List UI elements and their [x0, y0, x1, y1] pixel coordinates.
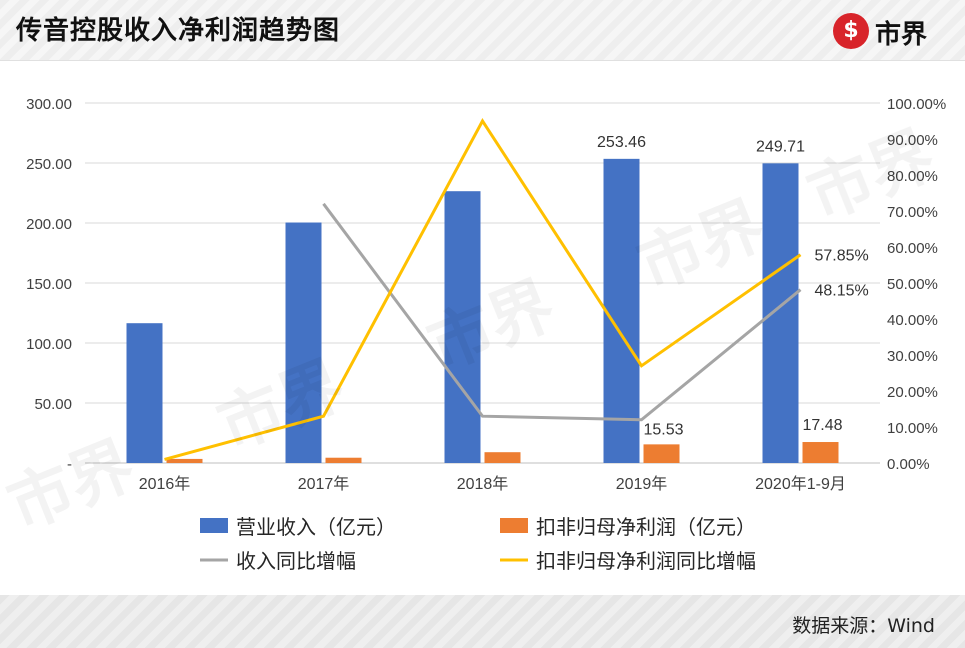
data-label: 17.48 [802, 417, 842, 434]
left-tick-label: 200.00 [26, 216, 72, 233]
right-tick-label: 70.00% [887, 204, 938, 221]
right-tick-label: 60.00% [887, 240, 938, 257]
data-label: 15.53 [643, 421, 683, 438]
right-tick-label: 20.00% [887, 384, 938, 401]
profit-bar [166, 458, 203, 463]
chart-area: - 50.00 100.00 150.00 200.00 250.00 300.00 0.00… [0, 60, 965, 595]
left-tick-label: - [67, 456, 72, 473]
data-label: 253.46 [597, 134, 646, 151]
legend-swatch [500, 518, 528, 533]
profit-bar [325, 457, 362, 463]
right-tick-label: 30.00% [887, 348, 938, 365]
left-tick-label: 250.00 [26, 156, 72, 173]
legend-label: 扣非归母净利润（亿元） [536, 516, 756, 539]
revenue-bar [603, 158, 640, 463]
brand-logo: $ 市界 [833, 12, 943, 52]
revenue-growth-line [322, 202, 802, 422]
profit-bar [802, 442, 839, 463]
revenue-bar [444, 191, 481, 463]
header-bar: 传音控股收入净利润趋势图 $ 市界 [0, 0, 965, 61]
left-tick-label: 300.00 [26, 96, 72, 113]
profit-bar [643, 444, 680, 463]
legend-label: 营业收入（亿元） [236, 516, 396, 539]
logo-text: 市界 [875, 20, 928, 50]
category-label: 2016年 [139, 475, 191, 493]
right-tick-label: 100.00% [887, 96, 946, 113]
combo-chart: - 50.00 100.00 150.00 200.00 250.00 300.00 0.00… [26, 96, 946, 573]
left-tick-label: 50.00 [34, 396, 72, 413]
category-label: 2017年 [298, 475, 350, 493]
data-label: 48.15% [815, 283, 869, 300]
legend-label: 扣非归母净利润同比增幅 [536, 550, 756, 573]
data-label: 249.71 [756, 138, 805, 155]
revenue-bar [285, 222, 322, 463]
legend-label: 收入同比增幅 [236, 550, 356, 573]
profit-growth-line [164, 118, 802, 461]
right-tick-label: 50.00% [887, 276, 938, 293]
revenue-bar [126, 323, 163, 463]
right-tick-label: 90.00% [887, 132, 938, 149]
category-label: 2018年 [457, 475, 509, 493]
right-tick-label: 10.00% [887, 420, 938, 437]
category-label: 2020年1-9月 [755, 475, 846, 493]
data-label: 57.85% [815, 248, 869, 265]
right-tick-label: 0.00% [887, 456, 930, 473]
right-tick-label: 40.00% [887, 312, 938, 329]
right-tick-label: 80.00% [887, 168, 938, 185]
legend-swatch [200, 518, 228, 533]
data-source: 数据来源：Wind [792, 615, 935, 637]
profit-bar [484, 452, 521, 463]
revenue-bar [762, 163, 799, 463]
page-title: 传音控股收入净利润趋势图 [16, 16, 341, 46]
category-label: 2019年 [616, 475, 668, 493]
left-tick-label: 150.00 [26, 276, 72, 293]
footer-bar: 数据来源：Wind [0, 595, 965, 648]
left-tick-label: 100.00 [26, 336, 72, 353]
logo-coin-icon: $ [833, 13, 869, 49]
